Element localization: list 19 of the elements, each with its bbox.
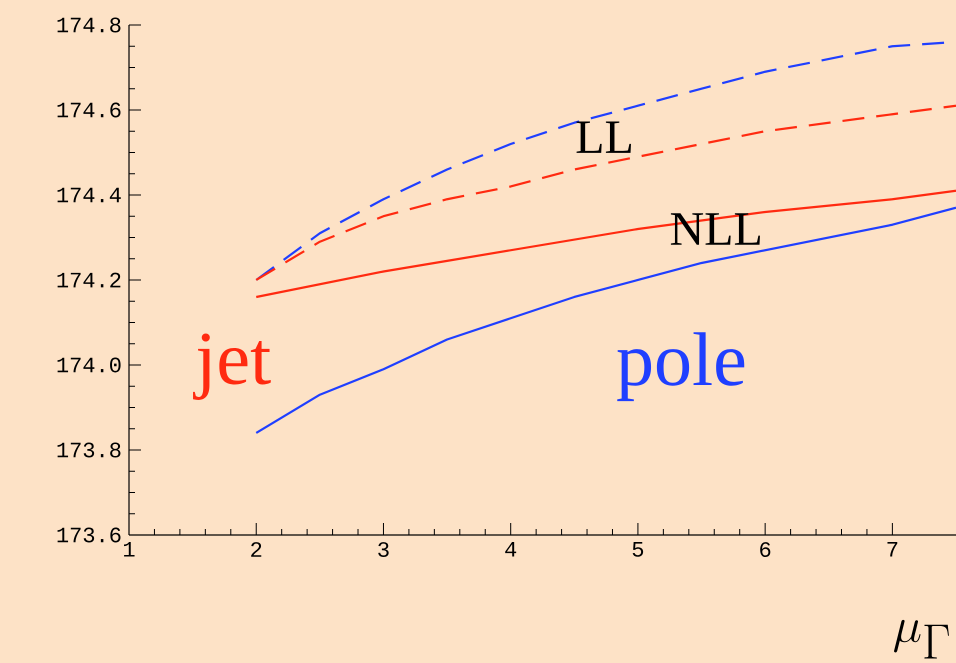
y-tick-label: 173.8 — [58, 442, 120, 458]
x-axis-title: $\mu_\Gamma$ — [894, 620, 949, 659]
x-tick-label: 3 — [378, 542, 389, 557]
x-tick-label: 4 — [505, 542, 516, 557]
y-tick-label: 174.4 — [58, 188, 121, 202]
x-tick-label: 1 — [124, 542, 135, 557]
annotation: jet — [193, 333, 271, 400]
y-tick-label: 173.6 — [58, 528, 120, 542]
y-tick-label: 174.2 — [58, 272, 120, 288]
x-tick-label: 2 — [251, 542, 262, 557]
annotation: NLL — [670, 213, 760, 245]
y-tick-label: 174.0 — [58, 358, 121, 372]
x-tick-label: 7 — [887, 542, 898, 557]
x-tick-label: 5 — [632, 542, 644, 557]
x-tick-label: 6 — [760, 542, 770, 557]
annotation: pole — [617, 332, 744, 402]
y-tick-label: 174.6 — [58, 102, 120, 118]
y-tick-label: 174.8 — [58, 18, 120, 32]
annotation: LL — [576, 121, 631, 153]
